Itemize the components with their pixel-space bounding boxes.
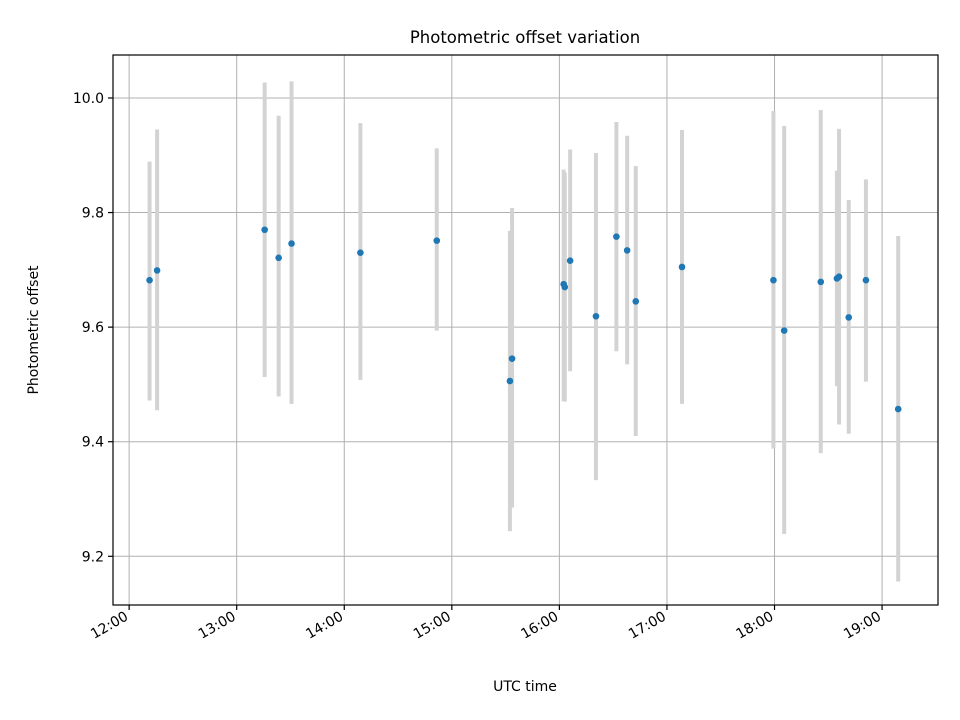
data-point — [357, 249, 364, 256]
data-point — [592, 312, 600, 320]
y-tick-label: 9.8 — [82, 206, 104, 222]
data-point — [862, 276, 870, 284]
y-tick-label: 10.0 — [73, 91, 104, 107]
y-axis-label: Photometric offset — [26, 265, 42, 395]
data-point — [153, 267, 161, 274]
data-point — [770, 276, 777, 284]
data-point — [845, 314, 853, 321]
data-point — [566, 257, 574, 264]
data-point — [433, 237, 441, 244]
y-tick-label: 9.6 — [82, 320, 104, 336]
data-point — [146, 276, 153, 284]
data-point — [261, 226, 268, 234]
data-point — [894, 405, 902, 413]
data-point — [508, 355, 516, 362]
data-point — [561, 283, 569, 291]
data-point — [835, 273, 843, 281]
plot-area — [113, 55, 938, 605]
data-points — [146, 226, 902, 413]
data-point — [275, 254, 282, 262]
y-axis-ticks: 9.2 9.4 9.6 9.8 10.0 — [73, 91, 113, 565]
y-tick-label: 9.2 — [82, 549, 104, 565]
chart-title: Photometric offset variation — [410, 28, 640, 47]
data-point — [623, 247, 631, 254]
data-point — [678, 263, 686, 271]
plot-frame — [112, 54, 939, 606]
data-point — [817, 278, 825, 286]
data-point — [506, 377, 514, 385]
data-point — [780, 327, 788, 334]
y-tick-label: 9.4 — [82, 435, 104, 451]
data-point — [288, 240, 295, 247]
x-axis-label: UTC time — [493, 679, 557, 695]
data-point — [632, 298, 640, 305]
data-point — [613, 233, 620, 240]
